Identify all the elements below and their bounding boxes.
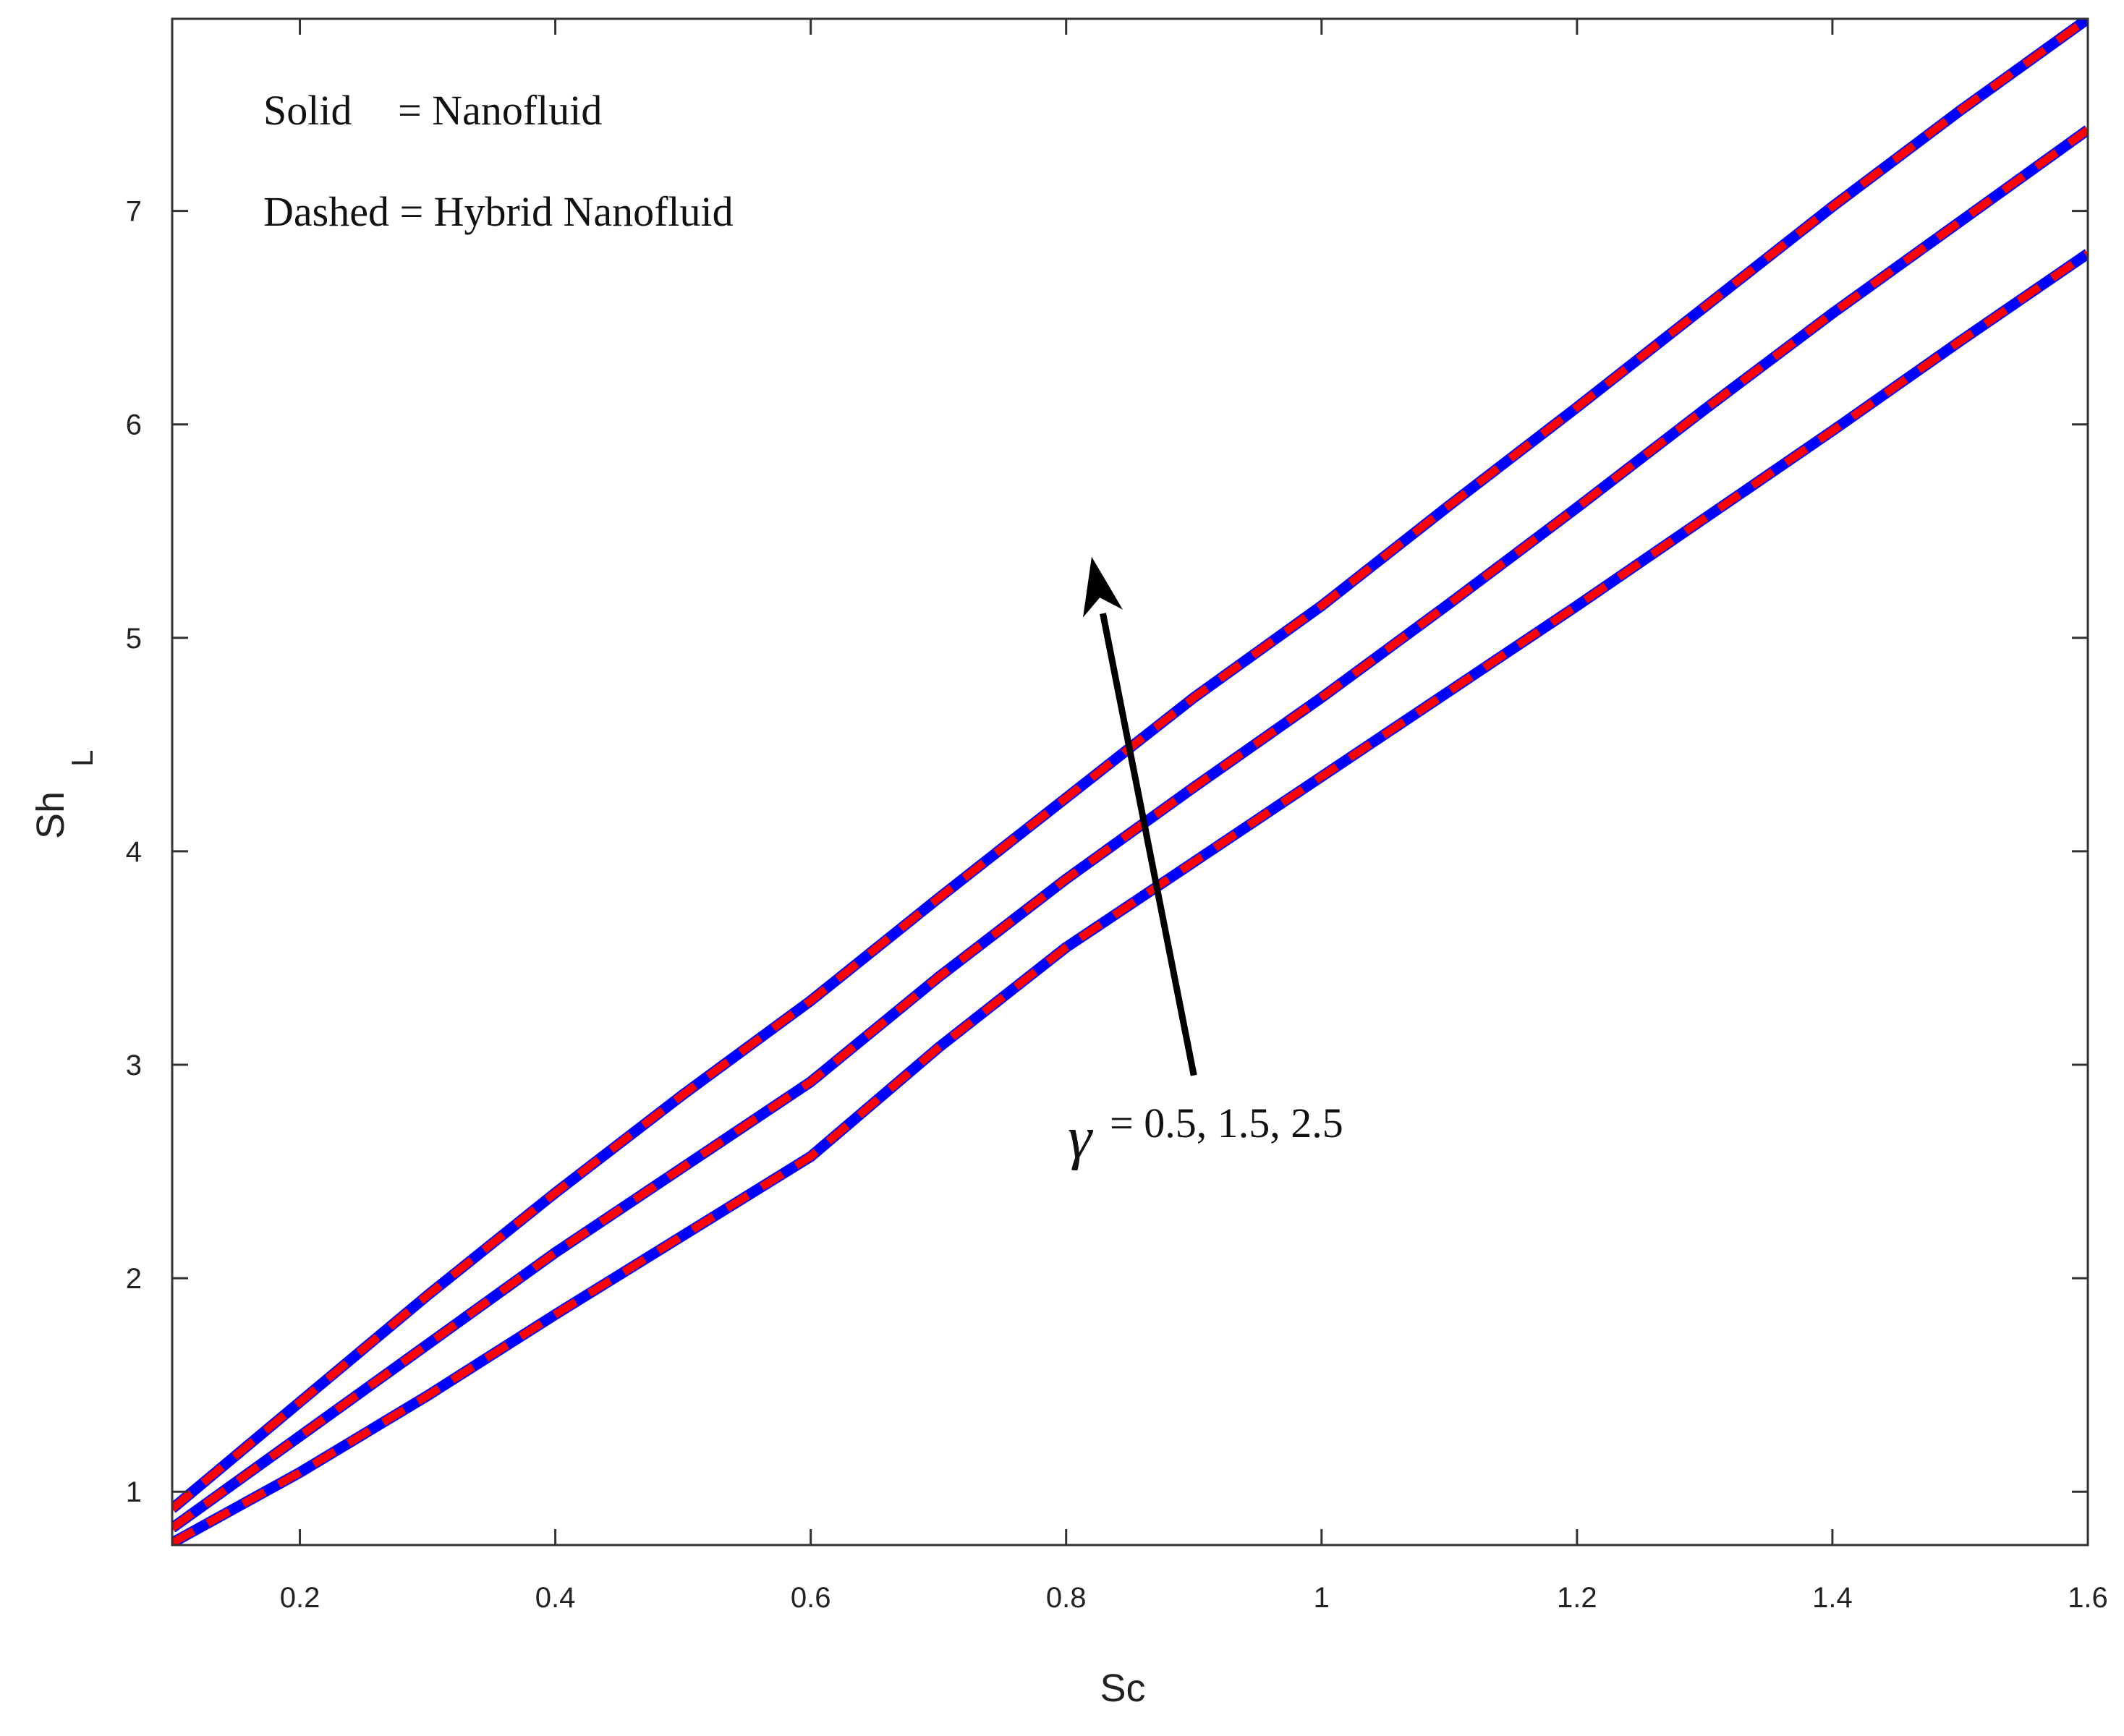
legend-dashed-line: Dashed = Hybrid Nanofluid — [263, 188, 734, 235]
arrow-shaft — [1100, 613, 1197, 1076]
x-tick-label: 0.4 — [535, 1582, 576, 1614]
y-tick-label: 2 — [126, 1263, 142, 1295]
y-tick-label: 5 — [126, 623, 142, 655]
y-tick-label: 3 — [126, 1050, 142, 1081]
axes-frame — [171, 17, 2089, 1546]
y-tick-label: 4 — [126, 836, 142, 868]
plot-area — [172, 19, 2088, 1545]
x-tick-label: 1.6 — [2068, 1582, 2108, 1614]
x-tick-label: 0.6 — [791, 1582, 831, 1614]
gamma-values-label: = 0.5, 1.5, 2.5 — [1110, 1099, 1343, 1146]
gamma-symbol: γ — [1068, 1104, 1093, 1171]
series-line-dashed-2 — [172, 127, 2088, 1531]
series-line-dashed-1 — [172, 250, 2088, 1545]
plot-background — [172, 19, 2088, 1545]
y-tick-label: 7 — [126, 196, 142, 228]
y-tick-label: 1 — [126, 1476, 142, 1508]
parameter-arrow — [1083, 556, 1197, 1076]
legend-solid-value: = Nanofluid — [398, 87, 602, 134]
ticks-group: 0.2 0.4 0.6 0.8 1 1.2 1.4 1.6 1 2 3 4 5 6 7 — [126, 19, 2108, 1614]
x-tick-label: 1.4 — [1812, 1582, 1853, 1614]
x-tick-label: 1 — [1314, 1582, 1330, 1614]
arrow-head — [1083, 556, 1123, 618]
x-tick-label: 1.2 — [1557, 1582, 1597, 1614]
y-axis-label-subscript: L — [65, 750, 99, 767]
legend-solid-key: Solid — [263, 87, 352, 134]
y-axis-label: Sh — [29, 791, 72, 839]
axes-border — [171, 17, 2089, 1546]
y-tick-label: 6 — [126, 409, 142, 441]
x-axis-label: Sc — [1100, 1667, 1145, 1710]
y-axis-label-group: Sh L — [29, 750, 99, 839]
x-tick-label: 0.2 — [280, 1582, 320, 1614]
x-tick-label: 0.8 — [1046, 1582, 1087, 1614]
